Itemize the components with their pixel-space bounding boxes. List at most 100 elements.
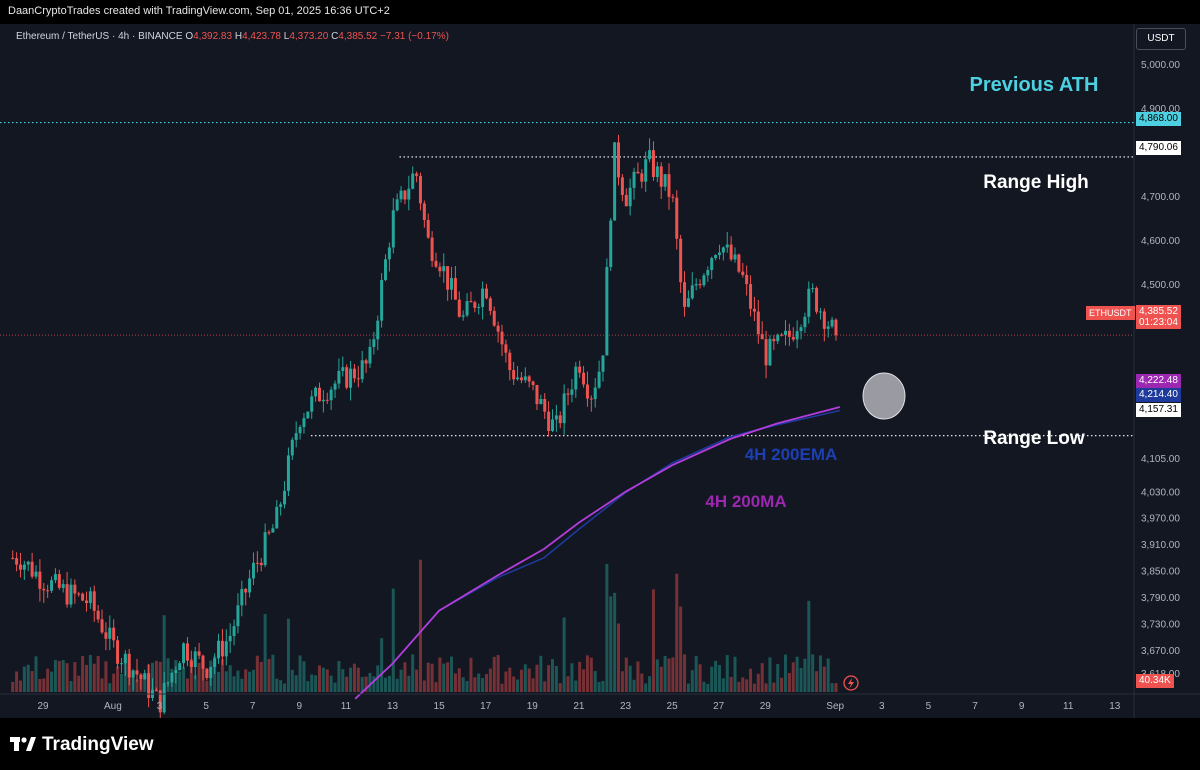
candle-body <box>791 336 795 340</box>
candle-body <box>34 571 38 577</box>
range-low-badge: 4,157.31 <box>1136 403 1181 417</box>
volume-bar <box>815 671 819 692</box>
candle-body <box>496 325 500 332</box>
time-tick-label: 5 <box>203 701 209 712</box>
volume-bar <box>807 600 811 692</box>
volume-bar <box>11 681 15 692</box>
candle-body <box>325 399 329 401</box>
volume-bar <box>613 592 617 692</box>
candle-body <box>193 651 197 668</box>
volume-bar <box>53 659 57 692</box>
volume-bar <box>244 669 248 692</box>
volume-bar <box>236 670 240 692</box>
candle-body <box>349 368 353 388</box>
chart-area[interactable] <box>0 24 1200 718</box>
candle-body <box>539 399 543 405</box>
currency-selector[interactable]: USDT <box>1136 28 1186 50</box>
tradingview-logo-icon <box>10 737 36 751</box>
volume-bar <box>527 668 531 692</box>
volume-bar <box>341 669 345 692</box>
bar-countdown: 01:23:04 <box>1139 317 1178 328</box>
volume-bar <box>636 661 640 692</box>
time-tick-label: 3 <box>879 701 885 712</box>
candle-body <box>566 393 570 395</box>
ma-200-line <box>354 406 841 700</box>
volume-bar <box>104 661 108 692</box>
candle-body <box>601 355 605 372</box>
candle-body <box>624 194 628 207</box>
candle-body <box>636 171 640 174</box>
candle-body <box>651 150 655 177</box>
candle-body <box>352 368 356 379</box>
volume-bar <box>822 666 826 692</box>
candle-body <box>399 190 403 200</box>
candle-body <box>554 415 558 420</box>
last-price-badge: 4,385.52 01:23:04 <box>1136 305 1181 329</box>
volume-bar <box>578 661 582 692</box>
volume-bar <box>345 676 349 692</box>
candle-body <box>461 315 465 317</box>
level-lines <box>0 121 1134 437</box>
volume-bar <box>119 673 123 692</box>
candle-body <box>30 561 34 577</box>
volume-bar <box>50 671 54 692</box>
volume-bar <box>745 679 749 692</box>
candle-body <box>690 285 694 299</box>
volume-bar <box>422 680 426 692</box>
volume-bar <box>717 664 721 692</box>
volume-bar <box>787 672 791 692</box>
open-value: 4,392.83 <box>193 31 233 42</box>
candle-body <box>710 258 714 270</box>
previous-ath-label: Previous ATH <box>970 74 1099 96</box>
volume-bar <box>667 658 671 692</box>
candle-body <box>244 588 248 593</box>
volume-bar <box>77 675 81 692</box>
volume-bar <box>30 671 34 692</box>
candle-body <box>655 166 659 177</box>
candle-body <box>310 396 314 412</box>
candle-body <box>174 670 178 673</box>
ticker-badge: ETHUSDT <box>1086 306 1135 320</box>
volume-bar <box>686 683 690 692</box>
candle-body <box>694 284 698 286</box>
volume-bar <box>764 683 768 692</box>
tradingview-logo[interactable]: TradingView <box>10 734 154 756</box>
volume-bar <box>42 678 46 692</box>
ath-price-badge: 4,868.00 <box>1136 112 1181 126</box>
price-axis: 5,000.00 4,900.00 4,700.00 4,600.00 4,500.00… <box>1133 24 1180 718</box>
volume-bar <box>558 683 562 692</box>
candle-body <box>131 670 135 678</box>
candle-body <box>671 196 675 198</box>
symbol-legend[interactable]: Ethereum / TetherUS · 4h · BINANCE O4,39… <box>16 31 449 42</box>
candle-body <box>675 197 679 239</box>
candle-body <box>81 593 85 601</box>
candle-body <box>411 173 415 189</box>
candle-body <box>61 584 65 588</box>
volume-bar <box>88 654 92 692</box>
volume-bar <box>372 676 376 692</box>
time-axis: 29 Aug 3 5 7 9 11 13 15 17 19 21 23 25 27 29 Sep 3 5 7 9 11 13 <box>0 693 1200 712</box>
candle-body <box>147 673 151 698</box>
volume-bar <box>290 669 294 692</box>
high-label: H <box>234 31 243 42</box>
volume-bar <box>143 675 147 692</box>
volume-bar <box>387 675 391 692</box>
candle-body <box>733 254 737 260</box>
candle-body <box>279 504 283 507</box>
candle-body <box>290 439 294 456</box>
price-tick-label: 4,700.00 <box>1141 192 1180 203</box>
volume-bar <box>624 657 628 692</box>
volume-bar <box>46 668 50 692</box>
candle-body <box>263 532 267 566</box>
volume-bar <box>182 667 186 692</box>
candle-body <box>702 275 706 286</box>
candle-body <box>321 399 325 402</box>
candle-body <box>50 580 54 591</box>
time-tick-label: 9 <box>1019 701 1025 712</box>
range-high-badge: 4,790.06 <box>1136 141 1181 155</box>
change-value: −7.31 (−0.17%) <box>380 31 449 42</box>
volume-bar <box>403 662 407 692</box>
candle-body <box>725 244 729 248</box>
volume-bar <box>325 669 329 692</box>
